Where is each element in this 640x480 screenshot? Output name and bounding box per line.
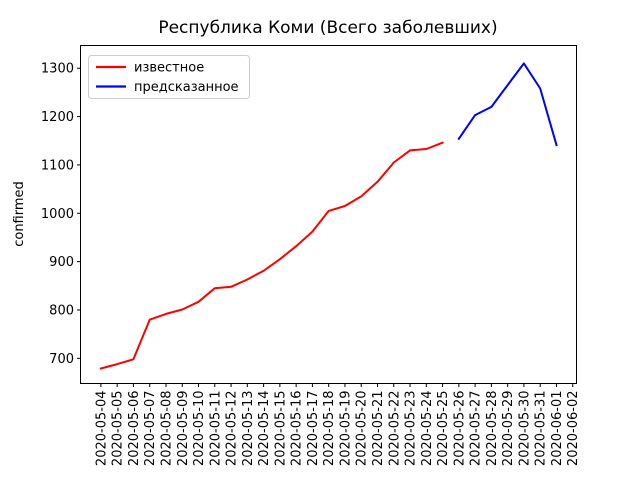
x-tick-label: 2020-05-18	[322, 391, 337, 467]
x-tick-label: 2020-05-29	[501, 391, 516, 467]
x-tick-label: 2020-05-13	[241, 391, 256, 467]
x-tick-label: 2020-05-14	[257, 391, 272, 467]
legend-box	[88, 55, 250, 99]
y-tick-label: 1100	[41, 158, 74, 173]
x-tick-label: 2020-05-21	[371, 391, 386, 467]
x-tick-label: 2020-05-20	[355, 391, 370, 467]
x-tick-label: 2020-05-26	[452, 391, 467, 467]
y-tick-label: 1000	[41, 207, 74, 222]
y-axis-label: confirmed	[12, 181, 27, 247]
x-tick-label: 2020-05-06	[127, 391, 142, 467]
x-tick-label: 2020-05-28	[485, 391, 500, 467]
x-tick-label: 2020-05-11	[208, 391, 223, 467]
x-tick-label: 2020-05-31	[534, 391, 549, 467]
y-tick-label: 800	[49, 303, 74, 318]
x-tick-label: 2020-05-10	[192, 391, 207, 467]
x-tick-label: 2020-06-02	[566, 391, 581, 467]
x-tick-label: 2020-05-23	[404, 391, 419, 467]
y-tick-label: 900	[49, 255, 74, 270]
x-tick-label: 2020-05-04	[94, 391, 109, 467]
x-tick-label: 2020-05-12	[225, 391, 240, 467]
x-tick-label: 2020-05-25	[436, 391, 451, 467]
y-tick-label: 1300	[41, 62, 74, 77]
x-tick-label: 2020-05-22	[387, 391, 402, 467]
series-line-известное	[99, 141, 444, 370]
series-line-предсказанное	[457, 62, 558, 147]
x-tick-label: 2020-05-19	[338, 391, 353, 467]
legend: известное предсказанное	[88, 55, 250, 99]
x-tick-label: 2020-05-07	[143, 391, 158, 467]
y-tick-label: 700	[49, 352, 74, 367]
x-tick-label: 2020-05-09	[176, 391, 191, 467]
x-tick-label: 2020-05-27	[469, 391, 484, 467]
x-tick-label: 2020-05-16	[290, 391, 305, 467]
x-tick-label: 2020-05-30	[517, 391, 532, 467]
legend-label-predicted: предсказанное	[134, 80, 239, 95]
legend-label-known: известное	[134, 61, 204, 76]
x-tick-label: 2020-05-08	[160, 391, 175, 467]
x-tick-label: 2020-05-15	[273, 391, 288, 467]
chart-title: Республика Коми (Всего заболевших)	[158, 18, 497, 38]
x-tick-label: 2020-05-05	[111, 391, 126, 467]
x-tick-label: 2020-05-24	[420, 391, 435, 467]
y-tick-label: 1200	[41, 110, 74, 125]
x-tick-label: 2020-05-17	[306, 391, 321, 467]
x-tick-label: 2020-06-01	[550, 391, 565, 467]
